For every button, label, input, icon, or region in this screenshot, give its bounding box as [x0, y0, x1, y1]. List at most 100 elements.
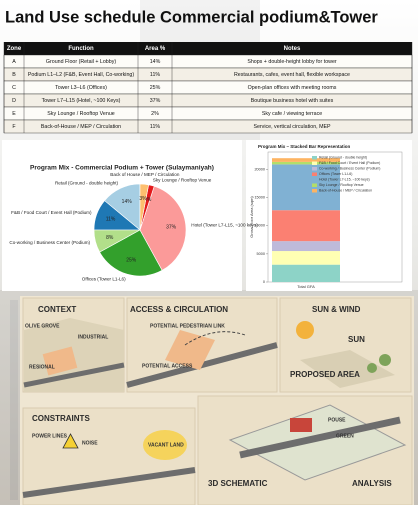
site [42, 346, 78, 376]
column-header: Area % [145, 46, 166, 52]
diagram-label: POTENTIAL PEDESTRIAN LINK [150, 323, 225, 329]
bar-segment [272, 264, 340, 282]
diagram-label: RESIONAL [29, 364, 55, 370]
y-tick-label: 10000 [254, 224, 265, 228]
table-cell: Tower L7–L15 (Hotel, ~100 Keys) [42, 98, 121, 104]
sun-icon [296, 321, 314, 339]
table-cell: Shops + double-height lobby for tower [247, 59, 337, 65]
column-header: Notes [284, 46, 301, 52]
pie-category-label: F&B / Food Court / Event Hall (Podium) [11, 210, 92, 215]
diagram-label: NOISE [82, 440, 98, 446]
table-cell: Restaurants, cafes, event hall, flexible… [234, 72, 350, 78]
diagram: CONTEXT OLIVE GROVE INDUSTRIAL RESIONAL … [20, 296, 414, 505]
site [165, 330, 215, 370]
pie-value-label: 2% [144, 197, 152, 203]
x-tick-label: Total GFA [297, 284, 315, 289]
bar-segment [272, 158, 340, 162]
pie-value-label: 3% [139, 196, 147, 202]
proposed-area [300, 350, 395, 388]
charts: Program Mix - Commercial Podium + Tower … [9, 144, 403, 289]
table-cell: Open-plan offices with meeting rooms [248, 85, 337, 91]
legend-swatch [312, 189, 317, 193]
pie-value-label: 25% [126, 257, 137, 263]
chart-title: Program Mix - Commercial Podium + Tower … [30, 165, 214, 172]
y-tick-label: 20000 [254, 167, 265, 171]
bar-segment [272, 210, 340, 242]
diagram-label: POUSE [328, 417, 346, 423]
tree [379, 354, 391, 366]
legend-label: Back-of-House / MEP / Circulation [319, 189, 372, 193]
column-header: Function [68, 46, 94, 52]
legend-label: F&B / Food Court / Event Hall (Podium) [319, 161, 380, 165]
bar-segment [272, 161, 340, 165]
pie-value-label: 37% [166, 224, 177, 230]
bar-segment [272, 241, 340, 252]
diagram-label: OLIVE GROVE [25, 323, 60, 329]
diagram-label: GREEN [336, 433, 354, 439]
legend-label: Hotel (Tower L7-L15, ~100 keys) [319, 178, 370, 182]
legend-swatch [312, 172, 317, 176]
legend-label: Retail (Ground - double height) [319, 156, 367, 160]
pie-category-label: Hotel (Tower L7-L15, ~100 keys) [191, 222, 258, 227]
column-header: Zone [7, 46, 22, 52]
panel-title: CONTEXT [38, 305, 76, 314]
warning-icon [62, 433, 79, 449]
bar-segment [272, 164, 340, 211]
diagram-label: VACANT LAND [148, 442, 184, 448]
table: Zone Function Area % Notes A Ground Floor (Re… [3, 42, 413, 134]
table-cell: Tower L3–L6 (Offices) [55, 85, 107, 91]
y-tick-label: 5000 [257, 252, 265, 256]
diagram-label: POTENTIAL ACCESS [142, 363, 193, 369]
table-cell: 11% [150, 72, 160, 78]
legend-swatch [312, 183, 317, 187]
table-cell: C [12, 85, 16, 91]
table-cell: 25% [150, 85, 161, 91]
bar-segment [272, 251, 340, 265]
pie-value-label: 14% [122, 199, 133, 205]
pie-value-label: 8% [106, 235, 114, 241]
chart-title: Program Mix – Stacked Bar Representation [258, 144, 351, 149]
diagram-label: SUN [348, 335, 365, 344]
panel-title: SUN & WIND [312, 305, 361, 314]
table-cell: Sky cafe / viewing terrace [262, 111, 322, 117]
y-tick-label: 0 [263, 280, 265, 284]
panel-title: ACCESS & CIRCULATION [130, 305, 228, 314]
table-cell: Service, vertical circulation, MEP [253, 124, 331, 130]
legend-label: Offices (Tower L1-L6) [319, 172, 352, 176]
link-path [184, 331, 246, 346]
building-block [290, 418, 312, 432]
road [23, 362, 125, 388]
pie-category-label: Sky Lounge / Rooftop Venue [153, 177, 212, 182]
legend-swatch [312, 161, 317, 165]
table-cell: D [12, 98, 16, 104]
legend-label: Sky Lounge / Rooftop Venue [319, 183, 364, 187]
diagram-label: PROPOSED AREA [290, 370, 360, 379]
pie-slice [139, 183, 149, 231]
table-cell: 11% [150, 124, 160, 130]
legend-label: Co-working / Business Center (Podium) [319, 167, 380, 171]
table-cell: 37% [150, 98, 161, 104]
pie-value-label: 11% [106, 217, 116, 223]
table-cell: 14% [150, 59, 161, 65]
pie-category-label: Back of House / MEP / Circulation [110, 172, 180, 177]
table-cell: 2% [151, 111, 159, 117]
y-tick-label: 15000 [254, 196, 265, 200]
table-cell: F [12, 124, 16, 130]
legend-swatch [312, 178, 317, 182]
y-axis-label: Gross Floor Area (sqm) [249, 196, 254, 238]
legend-swatch [312, 156, 317, 160]
table-cell: Back-of-House / MEP / Circulation [41, 124, 121, 130]
pie-slice [139, 185, 187, 271]
pie-category-label: Offices (Tower L1-L6) [82, 277, 126, 282]
diagram-label: ANALYSIS [352, 479, 392, 488]
table-cell: E [12, 111, 16, 117]
vacant-land [143, 430, 187, 460]
table-cell: Sky Lounge / Rooftop Venue [47, 111, 114, 117]
table-cell: Ground Floor (Retail + Lobby) [46, 59, 116, 65]
tree [367, 363, 377, 373]
table-header [4, 42, 412, 55]
table-cell: Podium L1–L2 (F&B, Event Hall, Co-workin… [28, 72, 135, 78]
panel-title: 3D SCHEMATIC [208, 479, 268, 488]
legend-swatch [312, 167, 317, 171]
